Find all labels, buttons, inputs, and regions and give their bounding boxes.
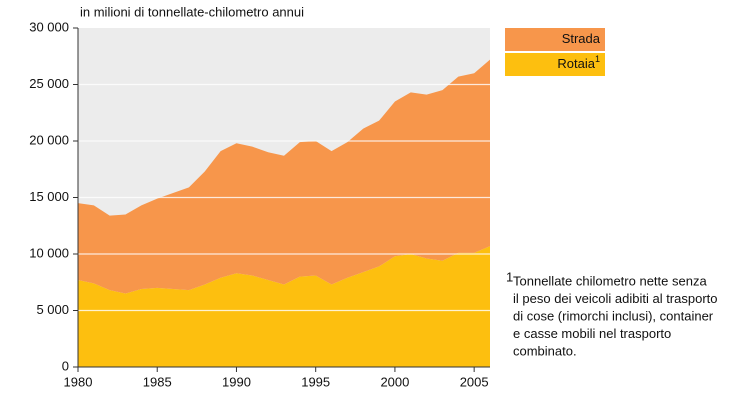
x-tick-label: 2000 bbox=[380, 374, 409, 389]
y-tick-label: 5 000 bbox=[36, 302, 69, 317]
area bbox=[78, 246, 490, 367]
footnote-line: di cose (rimorchi inclusi), container bbox=[513, 308, 714, 323]
legend-label-text: Rotaia bbox=[557, 56, 595, 71]
x-tick-label: 1990 bbox=[222, 374, 251, 389]
footnote-marker: 1 bbox=[595, 54, 600, 64]
area bbox=[78, 59, 490, 294]
footnote-marker: 1 bbox=[506, 269, 513, 284]
unit-label: in milioni di tonnellate-chilometro annu… bbox=[80, 4, 304, 19]
y-tick-label: 0 bbox=[62, 358, 69, 373]
footnote-line: combinato. bbox=[513, 343, 577, 358]
x-tick-label: 1995 bbox=[301, 374, 330, 389]
y-tick-label: 25 000 bbox=[29, 76, 69, 91]
y-tick-label: 30 000 bbox=[29, 19, 69, 34]
x-tick-label: 2005 bbox=[460, 374, 489, 389]
y-tick-label: 15 000 bbox=[29, 189, 69, 204]
x-tick-label: 1980 bbox=[64, 374, 93, 389]
legend-swatch bbox=[505, 53, 605, 76]
footnote-line: il peso dei veicoli adibiti al trasporto bbox=[513, 291, 718, 306]
footnote-line: Tonnellate chilometro nette senza bbox=[513, 273, 707, 288]
x-tick-label: 1985 bbox=[143, 374, 172, 389]
y-tick-label: 20 000 bbox=[29, 132, 69, 147]
legend-label: Strada bbox=[562, 31, 601, 46]
y-tick-label: 10 000 bbox=[29, 245, 69, 260]
legend-label-text: Strada bbox=[562, 31, 601, 46]
footnote-line: e casse mobili nel trasporto bbox=[513, 326, 671, 341]
legend-label: Rotaia1 bbox=[557, 54, 600, 71]
legend-swatch bbox=[505, 28, 605, 51]
